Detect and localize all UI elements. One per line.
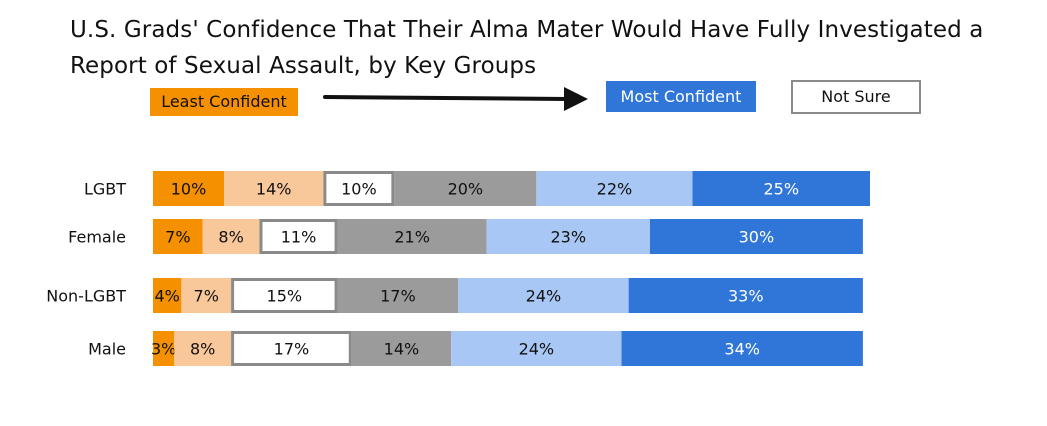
bar-value-label: 14%: [384, 340, 420, 359]
bar-segment: [259, 219, 338, 254]
bar-value-label: 8%: [190, 340, 215, 359]
bar-segment: [231, 278, 338, 313]
bar-segment: [153, 278, 182, 313]
category-label: Male: [88, 340, 126, 359]
bar-value-label: 17%: [274, 340, 310, 359]
bar-value-label: 25%: [763, 180, 799, 199]
bar-value-label: 15%: [267, 287, 303, 306]
bar-value-label: 20%: [448, 180, 484, 199]
bar-value-label: 23%: [551, 228, 587, 247]
bar-segment: [153, 171, 224, 206]
category-label: LGBT: [84, 180, 126, 199]
bar-value-label: 3%: [151, 340, 176, 359]
bar-value-label: 10%: [341, 180, 377, 199]
bar-value-label: 7%: [165, 228, 190, 247]
bar-segment: [458, 278, 629, 313]
bar-segment: [536, 171, 693, 206]
chart-title: U.S. Grads' Confidence That Their Alma M…: [70, 17, 984, 79]
bar-segment: [153, 331, 175, 366]
bar-segment: [649, 219, 863, 254]
bar-segment: [223, 171, 324, 206]
bar-segment: [451, 331, 622, 366]
bar-value-label: 4%: [155, 287, 180, 306]
category-label: Non-LGBT: [46, 287, 126, 306]
bar-value-label: 17%: [380, 287, 416, 306]
bar-segment: [337, 219, 487, 254]
legend-least-confident: Least Confident: [150, 88, 298, 116]
bar-value-label: 8%: [218, 228, 243, 247]
bar-value-label: 21%: [394, 228, 430, 247]
bar-value-label: 24%: [519, 340, 555, 359]
legend-not-sure: Not Sure: [791, 80, 921, 114]
bar-segment: [181, 278, 232, 313]
bar-segment: [153, 219, 203, 254]
bar-segment: [323, 171, 395, 206]
bar-segment: [202, 219, 260, 254]
bar-value-label: 11%: [281, 228, 317, 247]
bar-value-label: 33%: [728, 287, 764, 306]
category-label: Female: [68, 228, 126, 247]
legend-most-confident: Most Confident: [606, 81, 756, 112]
bar-segment: [621, 331, 863, 366]
bar-segment: [486, 219, 650, 254]
bar-value-label: 7%: [194, 287, 219, 306]
bar-segment: [337, 278, 459, 313]
bar-value-label: 14%: [256, 180, 292, 199]
bar-segment: [692, 171, 870, 206]
bar-segment: [231, 331, 352, 366]
bar-segment: [394, 171, 537, 206]
bar-segment: [174, 331, 232, 366]
bar-segment: [628, 278, 863, 313]
bar-value-label: 24%: [526, 287, 562, 306]
bar-value-label: 22%: [597, 180, 633, 199]
legend-arrow-icon: [323, 87, 588, 111]
bar-segment: [351, 331, 452, 366]
bar-value-label: 30%: [739, 228, 775, 247]
bar-value-label: 10%: [171, 180, 207, 199]
bar-value-label: 34%: [724, 340, 760, 359]
